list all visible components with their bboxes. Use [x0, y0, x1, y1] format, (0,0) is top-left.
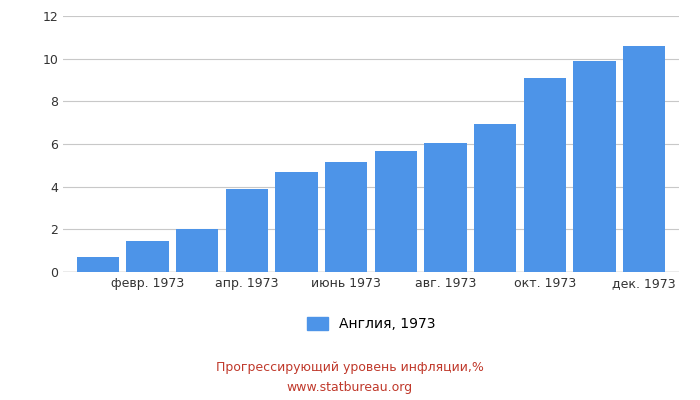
Bar: [77, 257, 119, 272]
Bar: [325, 162, 368, 272]
Text: Прогрессирующий уровень инфляции,%: Прогрессирующий уровень инфляции,%: [216, 362, 484, 374]
Bar: [126, 241, 169, 272]
Bar: [225, 189, 268, 272]
Bar: [176, 229, 218, 272]
Bar: [524, 78, 566, 272]
Text: www.statbureau.org: www.statbureau.org: [287, 382, 413, 394]
Bar: [424, 143, 467, 272]
Bar: [275, 172, 318, 272]
Bar: [474, 124, 517, 272]
Bar: [374, 152, 417, 272]
Bar: [623, 46, 665, 272]
Bar: [573, 61, 616, 272]
Legend: Англия, 1973: Англия, 1973: [301, 312, 441, 337]
